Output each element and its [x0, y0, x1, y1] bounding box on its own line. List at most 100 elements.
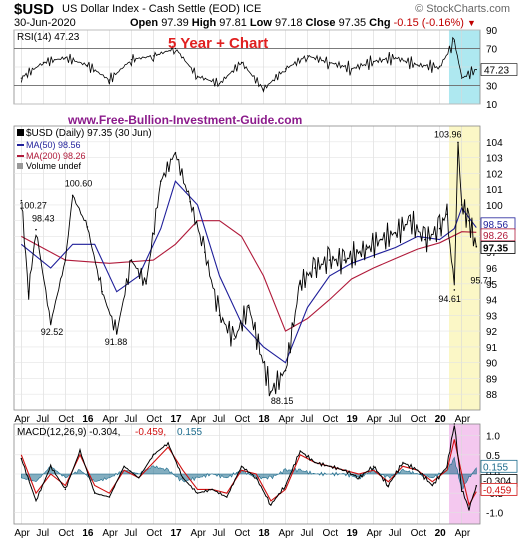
rsi-point — [306, 55, 309, 57]
price-annotation-label: 91.88 — [105, 337, 128, 347]
volume-legend-label: Volume undef — [26, 161, 82, 171]
price-point — [27, 290, 30, 293]
macd-ytick-label: 0.5 — [486, 451, 500, 462]
rsi-point — [130, 59, 133, 61]
price-xtick-label: Apr — [190, 414, 206, 425]
rsi-point — [108, 79, 111, 81]
macd-xtick-label: Oct — [411, 528, 427, 539]
macd-point — [446, 465, 448, 468]
macd-xtick-label: 17 — [170, 528, 182, 539]
price-xtick-label: 20 — [435, 414, 447, 425]
macd-xtick-label: 16 — [82, 528, 94, 539]
macd-point — [79, 450, 81, 452]
price-point — [248, 306, 250, 309]
macd-point — [402, 461, 404, 464]
rsi-point — [284, 68, 287, 70]
exchange-text: ICE — [242, 3, 262, 15]
price-annotation-label: 100.60 — [65, 178, 93, 188]
price-point — [328, 259, 331, 261]
price-line — [20, 141, 477, 397]
macd-xtick-label: Jul — [212, 528, 225, 539]
macd-ytick-label: 1.0 — [486, 432, 500, 443]
price-point — [35, 228, 37, 231]
price-xtick-label: 17 — [170, 414, 182, 425]
macd-point — [182, 477, 184, 479]
price-ytick-label: 96 — [486, 264, 498, 275]
macd-xtick-label: Apr — [102, 528, 118, 539]
price-ytick-label: 89 — [486, 374, 498, 385]
price-xtick-label: Apr — [279, 414, 295, 425]
price-point — [409, 219, 412, 222]
rsi-point — [395, 57, 397, 59]
rsi-point — [174, 47, 177, 50]
macd-xtick-label: Jul — [124, 528, 137, 539]
macd-point — [196, 492, 199, 494]
rsi-point — [453, 40, 455, 42]
rsi-point — [461, 77, 463, 79]
macd-xtick-label: Apr — [367, 528, 383, 539]
price-xtick-label: Apr — [455, 414, 471, 425]
price-ytick-label: 94 — [486, 296, 498, 307]
price-xtick-label: 18 — [259, 414, 271, 425]
macd-xtick-label: Oct — [323, 528, 339, 539]
price-point — [49, 322, 52, 324]
overlay-title: 5 Year + Chart — [168, 35, 268, 52]
price-annotation-label: 92.52 — [41, 327, 64, 337]
rsi-ytick-label: 30 — [486, 82, 498, 93]
rsi-ytick-label: 90 — [486, 26, 498, 37]
macd-point — [20, 457, 23, 460]
macd-xtick-label: Oct — [234, 528, 250, 539]
open-value: 97.39 — [161, 17, 189, 29]
rsi-point — [218, 83, 221, 85]
price-point — [468, 219, 470, 222]
macd-point — [270, 504, 272, 506]
low-value: 97.18 — [274, 17, 303, 29]
macd-xtick-label: Apr — [279, 528, 295, 539]
price-xtick-label: 16 — [82, 414, 94, 425]
macd-point — [211, 488, 213, 491]
price-ytick-label: 92 — [486, 327, 498, 338]
macd-label: MACD(12,26,9) -0.304, — [17, 427, 120, 438]
macd-point — [468, 507, 470, 510]
price-point — [233, 338, 235, 340]
macd-point — [226, 496, 228, 498]
macd-xtick-label: 18 — [259, 528, 271, 539]
close-label: Close — [305, 17, 336, 29]
rsi-point — [42, 61, 44, 63]
price-annotation-label: 100.27 — [19, 201, 47, 211]
macd-value-box — [480, 459, 518, 473]
macd-point — [138, 477, 140, 479]
rsi-point — [262, 88, 265, 90]
price-ytick-label: 104 — [486, 138, 503, 149]
macd-xtick-label: Apr — [455, 528, 471, 539]
macd-point — [35, 500, 37, 502]
macd-point — [108, 496, 111, 498]
rsi-value-box — [480, 63, 518, 76]
price-xtick-label: Jul — [389, 414, 402, 425]
rsi-point — [152, 55, 155, 57]
rsi-ytick-label: 10 — [486, 100, 498, 111]
macd-xtick-label: Jul — [389, 528, 402, 539]
macd-signal-line — [20, 439, 477, 507]
ma200-legend-label: MA(200) 98.26 — [26, 151, 86, 161]
macd-point — [64, 488, 67, 491]
price-point — [299, 282, 302, 285]
price-point — [20, 199, 23, 202]
macd-line — [20, 425, 477, 511]
rsi-point — [475, 68, 477, 71]
price-point — [314, 267, 316, 269]
ma50-line — [20, 180, 477, 364]
macd-hist-label: 0.155 — [177, 427, 202, 438]
macd-xtick-label: Jul — [301, 528, 314, 539]
price-value-box — [480, 228, 516, 242]
price-ytick-label: 90 — [486, 359, 498, 370]
rsi-point — [196, 75, 199, 77]
price-point — [130, 259, 133, 261]
price-annotation-label: 98.43 — [32, 214, 55, 224]
price-ytick-label: 88 — [486, 390, 498, 401]
price-point — [159, 180, 162, 183]
date-label: 30-Jun-2020 — [14, 17, 76, 29]
price-xtick-label: Jul — [36, 414, 49, 425]
price-point — [475, 245, 478, 248]
